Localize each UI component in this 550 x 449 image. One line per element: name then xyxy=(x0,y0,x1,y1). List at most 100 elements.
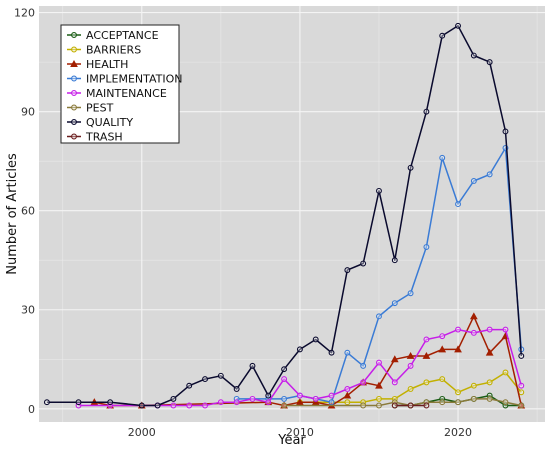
data-point-implementation xyxy=(423,244,430,250)
data-point-maintenance xyxy=(391,379,398,386)
data-point-maintenance xyxy=(455,326,461,333)
data-point-maintenance xyxy=(202,402,208,409)
data-point-maintenance xyxy=(265,399,272,406)
data-point-implementation xyxy=(376,313,382,320)
series-layer xyxy=(43,22,526,409)
data-point-barriers xyxy=(423,379,430,386)
x-tick-labels: 2000 2010 2020 xyxy=(128,426,472,439)
x-tick-label: 2010 xyxy=(286,426,314,439)
data-point-maintenance xyxy=(328,392,335,399)
x-axis-title: Year xyxy=(277,433,306,448)
data-point-quality xyxy=(296,346,303,353)
data-point-barriers xyxy=(407,386,414,392)
data-point-barriers xyxy=(502,369,509,376)
data-point-maintenance xyxy=(186,402,193,409)
data-point-maintenance xyxy=(170,402,177,409)
legend-box xyxy=(60,24,180,144)
legend-swatch-marker xyxy=(71,75,77,82)
legend-item-health: HEALTH xyxy=(67,58,128,71)
data-point-quality xyxy=(518,353,525,359)
data-point-maintenance xyxy=(249,395,256,402)
data-point-maintenance xyxy=(312,395,319,402)
data-point-maintenance xyxy=(439,333,446,340)
data-point-implementation xyxy=(470,178,477,184)
legend-swatch-marker xyxy=(71,32,77,38)
data-point-quality xyxy=(344,267,351,274)
series-maintenance xyxy=(75,326,525,409)
data-point-health xyxy=(343,391,352,399)
data-point-barriers xyxy=(518,389,525,396)
legend-label: PEST xyxy=(86,102,114,115)
y-tick-label: 0 xyxy=(28,403,35,416)
data-point-quality xyxy=(249,362,256,369)
legend-swatch-marker xyxy=(71,104,77,111)
data-point-barriers xyxy=(486,379,493,386)
legend-item-implementation: IMPLEMENTATION xyxy=(67,73,183,86)
legend-label: BARRIERS xyxy=(86,44,141,57)
legend-item-quality: QUALITY xyxy=(67,116,133,129)
data-point-maintenance xyxy=(281,376,288,383)
series-pest xyxy=(281,395,525,409)
data-point-pest xyxy=(439,399,446,406)
data-point-health xyxy=(375,381,383,389)
data-point-maintenance xyxy=(360,379,367,386)
legend-label: TRASH xyxy=(85,131,123,144)
legend-label: IMPLEMENTATION xyxy=(86,73,183,86)
data-point-quality xyxy=(376,187,382,194)
data-point-health xyxy=(454,345,462,353)
data-point-implementation xyxy=(455,201,461,208)
data-point-pest xyxy=(376,402,382,409)
data-point-maintenance xyxy=(486,326,493,333)
data-point-maintenance xyxy=(233,399,240,406)
data-point-maintenance xyxy=(376,359,382,366)
data-point-quality xyxy=(233,386,240,392)
x-tick-label: 2020 xyxy=(444,426,472,439)
data-point-maintenance xyxy=(502,326,509,333)
data-point-implementation xyxy=(439,154,446,161)
data-point-quality xyxy=(154,402,161,409)
data-point-pest xyxy=(360,402,367,409)
data-point-quality xyxy=(265,392,272,399)
data-point-health xyxy=(469,312,478,320)
data-point-trash xyxy=(423,402,430,409)
data-point-trash xyxy=(391,402,398,409)
data-point-quality xyxy=(486,59,493,66)
legend-label: QUALITY xyxy=(86,116,133,129)
data-point-barriers xyxy=(470,382,477,389)
data-point-barriers xyxy=(376,395,382,402)
data-point-quality xyxy=(75,399,82,406)
data-point-quality xyxy=(138,402,145,409)
data-point-implementation xyxy=(391,300,398,307)
data-point-implementation xyxy=(486,171,493,178)
legend-swatch-marker xyxy=(71,133,77,140)
data-point-maintenance xyxy=(407,362,414,369)
data-point-maintenance xyxy=(217,399,224,406)
data-point-quality xyxy=(312,336,319,343)
data-point-health xyxy=(422,351,431,359)
data-point-barriers xyxy=(455,389,461,396)
legend-swatch-marker xyxy=(70,59,78,67)
series-quality xyxy=(43,22,525,409)
data-point-quality xyxy=(360,260,367,267)
y-tick-label: 90 xyxy=(21,106,35,119)
y-tick-label: 60 xyxy=(21,205,35,218)
legend-item-pest: PEST xyxy=(67,102,114,115)
data-point-quality xyxy=(217,372,224,379)
data-point-barriers xyxy=(344,399,351,406)
data-point-implementation xyxy=(407,290,414,297)
data-point-trash xyxy=(407,402,414,409)
data-point-health xyxy=(485,348,494,356)
data-point-pest xyxy=(281,402,288,409)
data-point-maintenance xyxy=(344,386,351,392)
data-point-implementation xyxy=(328,399,335,406)
data-point-quality xyxy=(202,376,208,383)
legend-item-maintenance: MAINTENANCE xyxy=(67,87,167,100)
data-point-pest xyxy=(502,399,509,406)
data-point-quality xyxy=(107,399,114,406)
legend-label: HEALTH xyxy=(86,58,128,71)
data-point-maintenance xyxy=(518,382,525,389)
data-point-health xyxy=(390,355,399,363)
